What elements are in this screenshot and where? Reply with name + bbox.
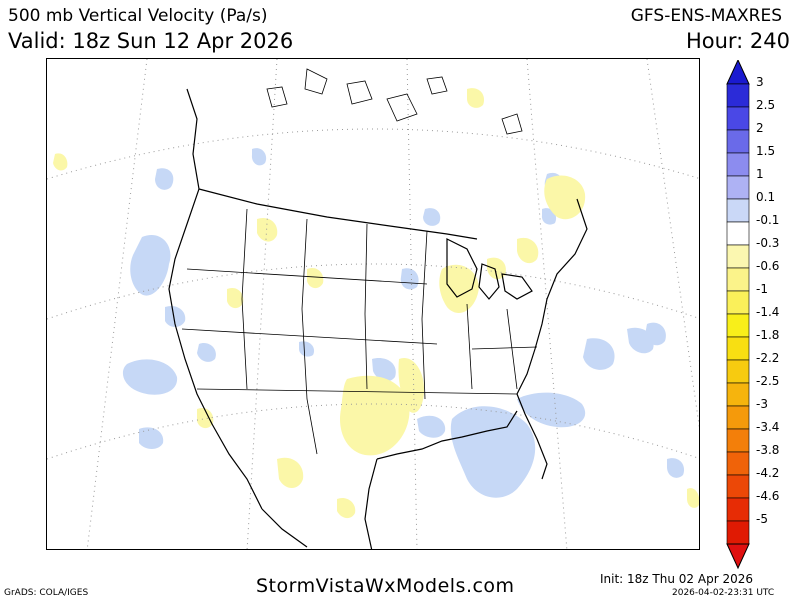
colorbar-swatch bbox=[726, 198, 750, 223]
colorbar-swatch bbox=[726, 405, 750, 430]
model-name: GFS-ENS-MAXRES bbox=[630, 6, 782, 26]
colorbar-bottom-arrow bbox=[726, 543, 750, 570]
colorbar-label: 3 bbox=[756, 75, 764, 89]
colorbar-label: -0.1 bbox=[756, 213, 780, 227]
colorbar-label: -0.6 bbox=[756, 259, 780, 273]
site-credit: StormVistaWxModels.com bbox=[256, 575, 515, 597]
sinking-motion-areas bbox=[53, 88, 699, 519]
colorbar-swatch bbox=[726, 313, 750, 338]
colorbar-swatch bbox=[726, 359, 750, 384]
colorbar-label: 1 bbox=[756, 167, 764, 181]
colorbar-label: -0.3 bbox=[756, 236, 780, 250]
geographic-borders bbox=[168, 88, 588, 549]
valid-time: Valid: 18z Sun 12 Apr 2026 bbox=[8, 29, 294, 53]
colorbar-label: -3 bbox=[756, 397, 768, 411]
colorbar-swatch bbox=[726, 175, 750, 200]
colorbar-swatch bbox=[726, 290, 750, 315]
colorbar-swatch bbox=[726, 244, 750, 269]
colorbar-swatch bbox=[726, 267, 750, 292]
colorbar-swatch bbox=[726, 336, 750, 361]
colorbar-swatch bbox=[726, 129, 750, 154]
rising-motion-areas bbox=[122, 148, 685, 498]
colorbar-swatch bbox=[726, 428, 750, 453]
colorbar-label: -1.4 bbox=[756, 305, 780, 319]
colorbar-swatch bbox=[726, 106, 750, 131]
colorbar-swatch bbox=[726, 451, 750, 476]
colorbar-swatch bbox=[726, 83, 750, 108]
map-title: 500 mb Vertical Velocity (Pa/s) bbox=[8, 6, 268, 26]
forecast-hour: Hour: 240 bbox=[685, 29, 790, 53]
colorbar-swatch bbox=[726, 474, 750, 499]
arctic-islands bbox=[266, 68, 523, 135]
colorbar-swatch bbox=[726, 497, 750, 522]
colorbar-swatch bbox=[726, 520, 750, 545]
map-canvas bbox=[47, 59, 699, 549]
colorbar-label: 0.1 bbox=[756, 190, 776, 204]
colorbar-swatches bbox=[726, 60, 750, 570]
colorbar-label: -1.8 bbox=[756, 328, 780, 342]
render-timestamp: 2026-04-02-23:31 UTC bbox=[672, 588, 775, 598]
colorbar-swatch bbox=[726, 152, 750, 177]
velocity-colorbar: 3 2.5 2 1.5 1 0.1 -0.1 -0.3 -0.6 -1 -1.4 -1.8 -2.2 -2… bbox=[726, 60, 800, 570]
colorbar-label: -5 bbox=[756, 512, 768, 526]
colorbar-label: 2.5 bbox=[756, 98, 776, 112]
lat-lon-grid bbox=[47, 59, 699, 549]
colorbar-label: -2.5 bbox=[756, 374, 780, 388]
colorbar-swatch bbox=[726, 382, 750, 407]
colorbar-label: -4.6 bbox=[756, 489, 780, 503]
init-time: Init: 18z Thu 02 Apr 2026 bbox=[600, 572, 753, 586]
colorbar-label: 1.5 bbox=[756, 144, 776, 158]
colorbar-swatch bbox=[726, 221, 750, 246]
colorbar-label: -3.8 bbox=[756, 443, 780, 457]
colorbar-label: -3.4 bbox=[756, 420, 780, 434]
colorbar-top-arrow bbox=[726, 60, 750, 85]
colorbar-label: -2.2 bbox=[756, 351, 780, 365]
state-borders bbox=[181, 208, 538, 455]
velocity-map bbox=[46, 58, 700, 550]
colorbar-label: 2 bbox=[756, 121, 764, 135]
colorbar-label: -4.2 bbox=[756, 466, 780, 480]
colorbar-label: -1 bbox=[756, 282, 768, 296]
grads-credit: GrADS: COLA/IGES bbox=[4, 588, 89, 598]
